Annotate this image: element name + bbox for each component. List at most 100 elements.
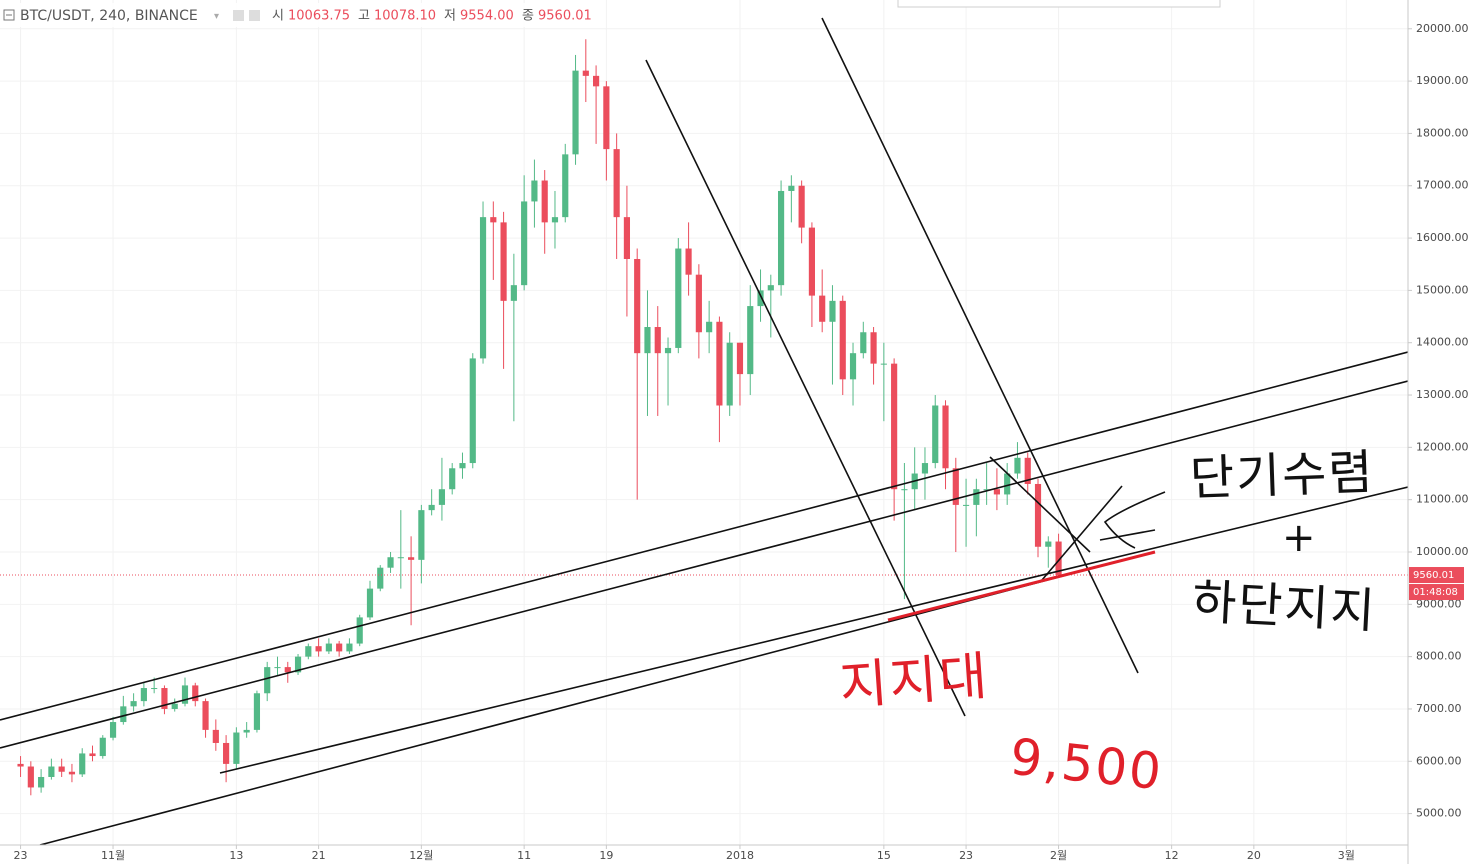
y-tick-label: 10000.00 (1416, 545, 1469, 558)
candle-body (325, 643, 332, 652)
candle-body (377, 567, 384, 589)
collapse-icon[interactable] (3, 9, 15, 21)
x-tick-label: 11 (517, 849, 531, 862)
candle-body (253, 693, 261, 730)
candle-body (418, 510, 425, 560)
candle-body (798, 185, 805, 228)
dropdown[interactable]: ▾ (214, 11, 219, 22)
ohlc-value: 9560.01 (538, 9, 592, 24)
candle-body (79, 753, 86, 775)
candle-body (510, 285, 517, 301)
support-line (887, 550, 1156, 622)
x-tick-label: 12 (1165, 849, 1179, 862)
ohlc-label: 시 (272, 9, 284, 24)
candle-body (593, 75, 600, 87)
y-tick-label: 15000.00 (1416, 283, 1469, 296)
candle-body (747, 306, 754, 375)
candle-body (490, 217, 497, 223)
x-tick-label: 21 (312, 849, 326, 862)
candle-body (17, 763, 24, 767)
ohlc-value: 10078.10 (374, 9, 436, 24)
candle-body (932, 405, 939, 464)
x-tick-label: 15 (877, 849, 891, 862)
candle-body (983, 489, 990, 491)
candle-body (1034, 483, 1042, 547)
icon[interactable] (233, 10, 244, 21)
candle-body (27, 766, 34, 788)
trend-line (645, 59, 966, 717)
candle-body (521, 201, 528, 286)
candle-body (397, 557, 404, 559)
candle-body (109, 722, 117, 738)
annotation: 하단지지 (1191, 574, 1378, 640)
price-tag (1409, 567, 1464, 584)
candle-body (664, 347, 672, 354)
ohlc-label: 고 (358, 9, 370, 24)
trend-line (1041, 485, 1123, 581)
candle-body (120, 706, 127, 723)
candle-body (315, 646, 322, 652)
candle-body (68, 771, 76, 775)
candle-body (305, 646, 312, 657)
candle-body (58, 766, 65, 772)
y-tick-label: 5000.00 (1416, 807, 1462, 820)
candle-body (777, 190, 785, 286)
candle-body (716, 321, 723, 406)
candle-body (294, 656, 302, 673)
y-tick-label: 19000.00 (1416, 74, 1469, 87)
candle-body (500, 222, 507, 301)
candle-body (562, 154, 569, 218)
candle-body (140, 688, 147, 702)
candle-body (603, 86, 610, 150)
x-tick-label: 2월 (1050, 849, 1067, 862)
candle-body (613, 149, 620, 218)
y-tick-label: 16000.00 (1416, 231, 1469, 244)
candle-body (212, 729, 219, 743)
x-tick-label: 2018 (726, 849, 754, 862)
candle-body (706, 321, 713, 333)
candle-body (726, 342, 733, 406)
candle-body (880, 363, 887, 365)
annotation: 지지대 (838, 647, 991, 717)
candle-body (973, 489, 980, 505)
candle-body (1045, 541, 1052, 547)
candle-body (438, 489, 446, 505)
candle-body (870, 332, 877, 364)
candle-body (469, 358, 476, 464)
candle-body (695, 274, 702, 333)
trend-line (219, 486, 1408, 774)
candle-body (962, 504, 970, 506)
trend-line (1099, 529, 1156, 541)
candle-body (161, 688, 168, 709)
candle-body (274, 667, 281, 669)
countdown-label: 01:48:08 (1413, 587, 1458, 598)
candle-body (243, 729, 250, 733)
candle-body (572, 70, 579, 155)
candle-body (48, 766, 55, 777)
candle-body (654, 327, 661, 354)
candle-body (1055, 541, 1062, 576)
candles (0, 39, 1408, 796)
candle-body (130, 701, 137, 707)
candle-body (819, 295, 826, 322)
candle-body (479, 217, 487, 359)
candle-body (634, 258, 641, 354)
candle-body (901, 489, 908, 491)
grid (0, 0, 1408, 845)
y-tick-label: 18000.00 (1416, 126, 1469, 139)
countdown-tag (1409, 584, 1464, 601)
candle-body (449, 468, 456, 490)
candle-body (829, 300, 836, 322)
ohlc-label: 종 (522, 9, 534, 24)
candle-body (233, 732, 240, 764)
candle-body (264, 667, 271, 694)
icon[interactable] (249, 10, 260, 21)
annotation: + (1282, 515, 1318, 561)
candle-body (736, 342, 744, 375)
y-tick-label: 20000.00 (1416, 22, 1469, 35)
widget-edge (897, 0, 1221, 8)
candle-body (1024, 457, 1031, 484)
x-tick-label: 12월 (409, 849, 433, 862)
ohlc-label: 저 (444, 9, 456, 24)
